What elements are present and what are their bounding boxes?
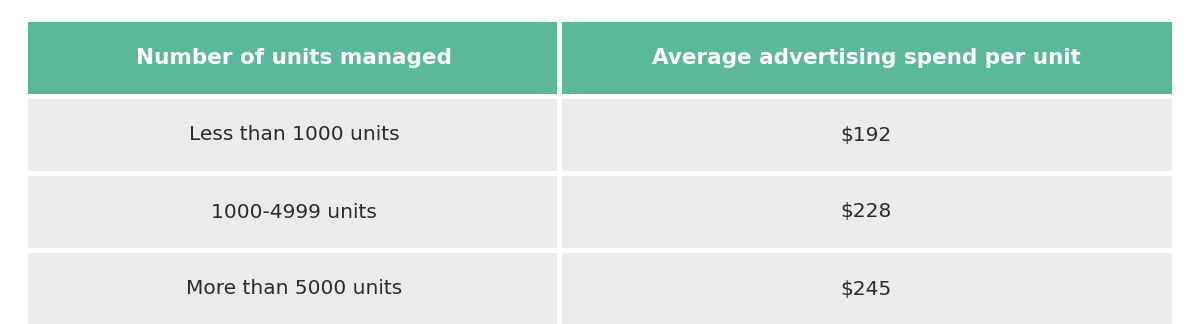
- Text: More than 5000 units: More than 5000 units: [186, 280, 402, 298]
- Text: Average advertising spend per unit: Average advertising spend per unit: [652, 48, 1080, 68]
- Text: 1000-4999 units: 1000-4999 units: [211, 202, 377, 222]
- Text: $245: $245: [840, 280, 892, 298]
- Bar: [28, 99, 558, 171]
- Bar: [28, 22, 558, 94]
- Text: Number of units managed: Number of units managed: [136, 48, 452, 68]
- Bar: [563, 22, 1172, 94]
- Bar: [563, 176, 1172, 248]
- Bar: [28, 253, 558, 324]
- Bar: [563, 99, 1172, 171]
- Bar: [563, 253, 1172, 324]
- Text: Less than 1000 units: Less than 1000 units: [188, 125, 400, 145]
- Bar: [28, 176, 558, 248]
- Text: $192: $192: [840, 125, 892, 145]
- Text: $228: $228: [840, 202, 892, 222]
